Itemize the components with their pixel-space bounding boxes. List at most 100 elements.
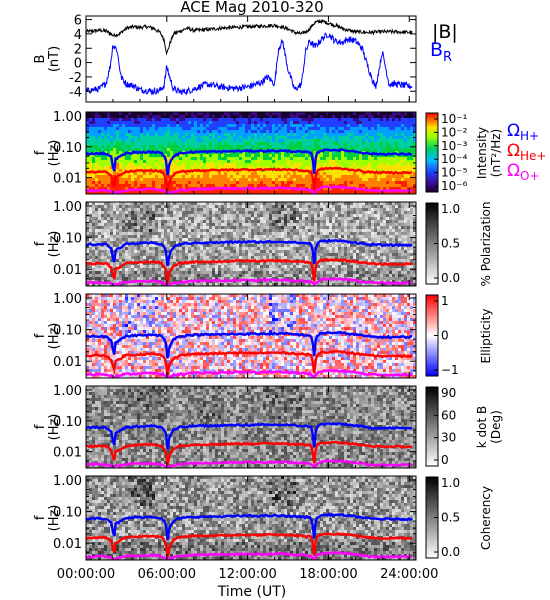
heatmap-cell (146, 112, 149, 115)
heatmap-cell (137, 148, 140, 151)
heatmap-cell (278, 175, 281, 178)
heatmap-cell (200, 133, 203, 136)
heatmap-cell (344, 181, 347, 184)
heatmap-cell (137, 226, 140, 229)
heatmap-cell (107, 184, 110, 187)
heatmap-cell (263, 244, 266, 247)
heatmap-cell (209, 214, 212, 217)
heatmap-cell (98, 247, 101, 250)
heatmap-cell (317, 139, 320, 142)
heatmap-cell (305, 208, 308, 211)
heatmap-cell (335, 244, 338, 247)
heatmap-cell (302, 208, 305, 211)
heatmap-cell (116, 217, 119, 220)
heatmap-cell (332, 205, 335, 208)
heatmap-cell (179, 181, 182, 184)
series-line-b-r (86, 32, 413, 96)
heatmap-cell (341, 235, 344, 238)
heatmap-cell (260, 178, 263, 181)
heatmap-cell (236, 130, 239, 133)
heatmap-cell (329, 238, 332, 241)
heatmap-cell (368, 229, 371, 232)
heatmap-cell (383, 166, 386, 169)
heatmap-cell (293, 139, 296, 142)
heatmap-cell (209, 211, 212, 214)
heatmap-cell (257, 166, 260, 169)
heatmap-cell (122, 217, 125, 220)
heatmap-cell (302, 229, 305, 232)
heatmap-cell (326, 214, 329, 217)
heatmap-cell (176, 178, 179, 181)
heatmap-cell (92, 115, 95, 118)
heatmap-cell (326, 127, 329, 130)
heatmap-cell (275, 232, 278, 235)
heatmap-cell (203, 130, 206, 133)
heatmap-cell (221, 139, 224, 142)
heatmap-cell (179, 184, 182, 187)
heatmap-cell (320, 130, 323, 133)
heatmap-cell (188, 127, 191, 130)
heatmap-cell (392, 205, 395, 208)
heatmap-cell (248, 235, 251, 238)
heatmap-cell (212, 217, 215, 220)
heatmap-cell (335, 163, 338, 166)
heatmap-cell (395, 124, 398, 127)
heatmap-cell (86, 175, 89, 178)
heatmap-cell (221, 118, 224, 121)
heatmap-cell (266, 226, 269, 229)
heatmap-cell (386, 169, 389, 172)
heatmap-cell (191, 244, 194, 247)
heatmap-cell (347, 220, 350, 223)
heatmap-cell (284, 235, 287, 238)
heatmap-cell (140, 127, 143, 130)
heatmap-cell (113, 124, 116, 127)
heatmap-cell (257, 208, 260, 211)
heatmap-cell (197, 121, 200, 124)
heatmap-cell (131, 133, 134, 136)
heatmap-cell (131, 121, 134, 124)
heatmap-cell (212, 226, 215, 229)
heatmap-cell (113, 232, 116, 235)
heatmap-cell (389, 163, 392, 166)
heatmap-cell (89, 226, 92, 229)
heatmap-cell (191, 181, 194, 184)
heatmap-cell (284, 160, 287, 163)
heatmap-cell (128, 208, 131, 211)
heatmap-cell (200, 205, 203, 208)
heatmap-cell (218, 118, 221, 121)
heatmap-cell (242, 157, 245, 160)
heatmap-cell (227, 220, 230, 223)
heatmap-cell (407, 205, 410, 208)
heatmap-cell (215, 172, 218, 175)
heatmap-cell (314, 145, 317, 148)
heatmap-cell (320, 226, 323, 229)
heatmap-cell (308, 184, 311, 187)
heatmap-cell (272, 217, 275, 220)
heatmap-cell (131, 130, 134, 133)
heatmap-cell (362, 208, 365, 211)
heatmap-cell (221, 145, 224, 148)
heatmap-cell (194, 232, 197, 235)
heatmap-cell (371, 202, 374, 205)
heatmap-cell (185, 244, 188, 247)
heatmap-cell (209, 163, 212, 166)
heatmap-cell (395, 184, 398, 187)
heatmap-cell (374, 118, 377, 121)
heatmap-cell (152, 178, 155, 181)
heatmap-cell (290, 181, 293, 184)
heatmap-cell (401, 145, 404, 148)
heatmap-cell (374, 208, 377, 211)
heatmap-cell (269, 205, 272, 208)
heatmap-cell (389, 130, 392, 133)
heatmap-cell (248, 247, 251, 250)
heatmap-cell (269, 124, 272, 127)
legend-label-o-plus: ΩO+ (507, 161, 540, 183)
heatmap-cell (185, 223, 188, 226)
legend: |B|BR (430, 21, 458, 65)
heatmap-cell (350, 235, 353, 238)
heatmap-cell (173, 163, 176, 166)
heatmap-cell (407, 238, 410, 241)
heatmap-cell (119, 211, 122, 214)
heatmap-cell (128, 190, 131, 193)
heatmap-cell (299, 160, 302, 163)
